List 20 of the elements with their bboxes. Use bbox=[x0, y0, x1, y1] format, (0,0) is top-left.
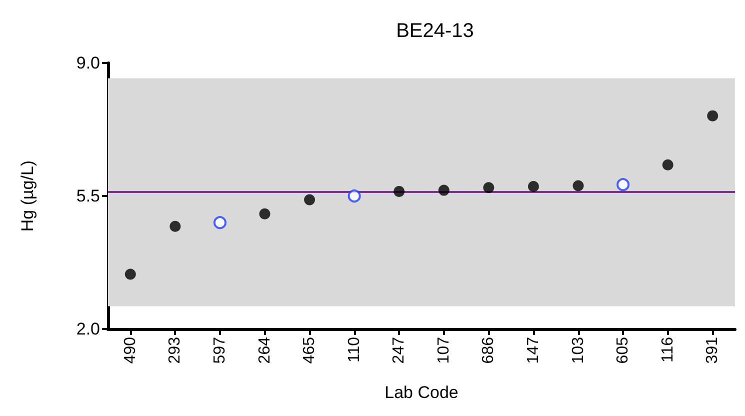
x-tick-label: 264 bbox=[256, 336, 274, 364]
y-tick-label: 2.0 bbox=[76, 320, 100, 338]
x-tick-label: 147 bbox=[524, 336, 542, 364]
x-tick-label: 465 bbox=[301, 336, 318, 364]
x-tick-label: 490 bbox=[122, 336, 139, 364]
chart-title: BE24-13 bbox=[396, 20, 474, 42]
x-tick-label: 605 bbox=[614, 336, 632, 364]
x-tick-label: 103 bbox=[570, 336, 587, 364]
y-tick-label: 9.0 bbox=[76, 54, 100, 72]
x-tick-label: 116 bbox=[659, 336, 676, 363]
x-tick-label: 110 bbox=[346, 336, 363, 363]
x-tick-label: 391 bbox=[704, 336, 722, 364]
x-tick-label: 247 bbox=[390, 336, 408, 364]
x-tick-label: 686 bbox=[480, 336, 498, 364]
x-tick-label: 293 bbox=[166, 336, 184, 364]
x-axis-title: Lab Code bbox=[384, 383, 458, 402]
x-tick-label: 107 bbox=[435, 336, 452, 364]
x-tick-label: 597 bbox=[211, 336, 228, 364]
y-tick-label: 5.5 bbox=[76, 186, 100, 206]
y-axis-title: Hg (µg/L) bbox=[18, 160, 37, 232]
